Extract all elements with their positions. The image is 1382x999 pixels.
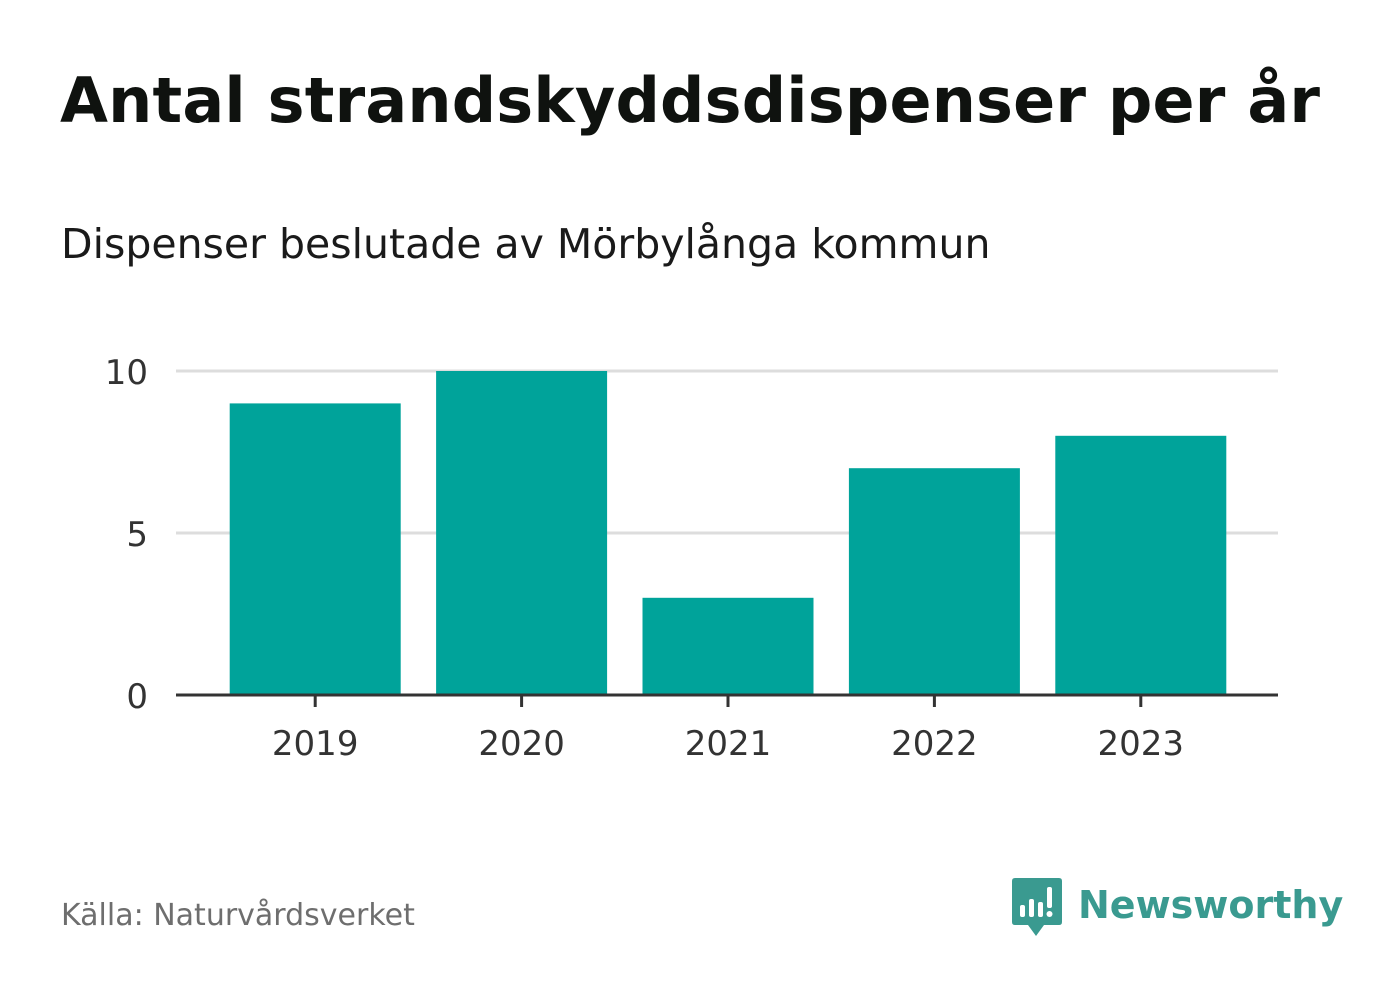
bars — [229, 371, 1227, 695]
y-tick-label: 5 — [126, 515, 148, 555]
brand-name: Newsworthy — [1078, 883, 1344, 927]
source-note: Källa: Naturvårdsverket — [61, 898, 415, 933]
tick-labels: 0 5 10 2019 2020 2021 2022 2023 — [105, 353, 1184, 764]
x-tick-label: 2023 — [1098, 724, 1185, 764]
bar-2023 — [1055, 435, 1227, 695]
x-tick-label: 2019 — [272, 724, 359, 764]
brand-logo: Newsworthy — [1012, 878, 1343, 940]
x-tick-label: 2022 — [891, 724, 978, 764]
bar-chart: 0 5 10 2019 2020 2021 2022 2023 — [105, 353, 1278, 764]
bar-2020 — [436, 371, 608, 695]
newsworthy-logo-icon — [1012, 878, 1062, 936]
bar-2019 — [229, 403, 401, 695]
x-tick-label: 2020 — [478, 724, 565, 764]
chart-subtitle: Dispenser beslutade av Mörbylånga kommun — [61, 220, 991, 268]
y-tick-label: 0 — [126, 677, 148, 717]
axes — [176, 693, 1278, 707]
chart-title: Antal strandskyddsdispenser per år — [60, 64, 1321, 137]
bar-2022 — [848, 468, 1020, 695]
y-tick-label: 10 — [105, 353, 148, 393]
x-tick-label: 2021 — [685, 724, 772, 764]
bar-2021 — [642, 597, 814, 695]
